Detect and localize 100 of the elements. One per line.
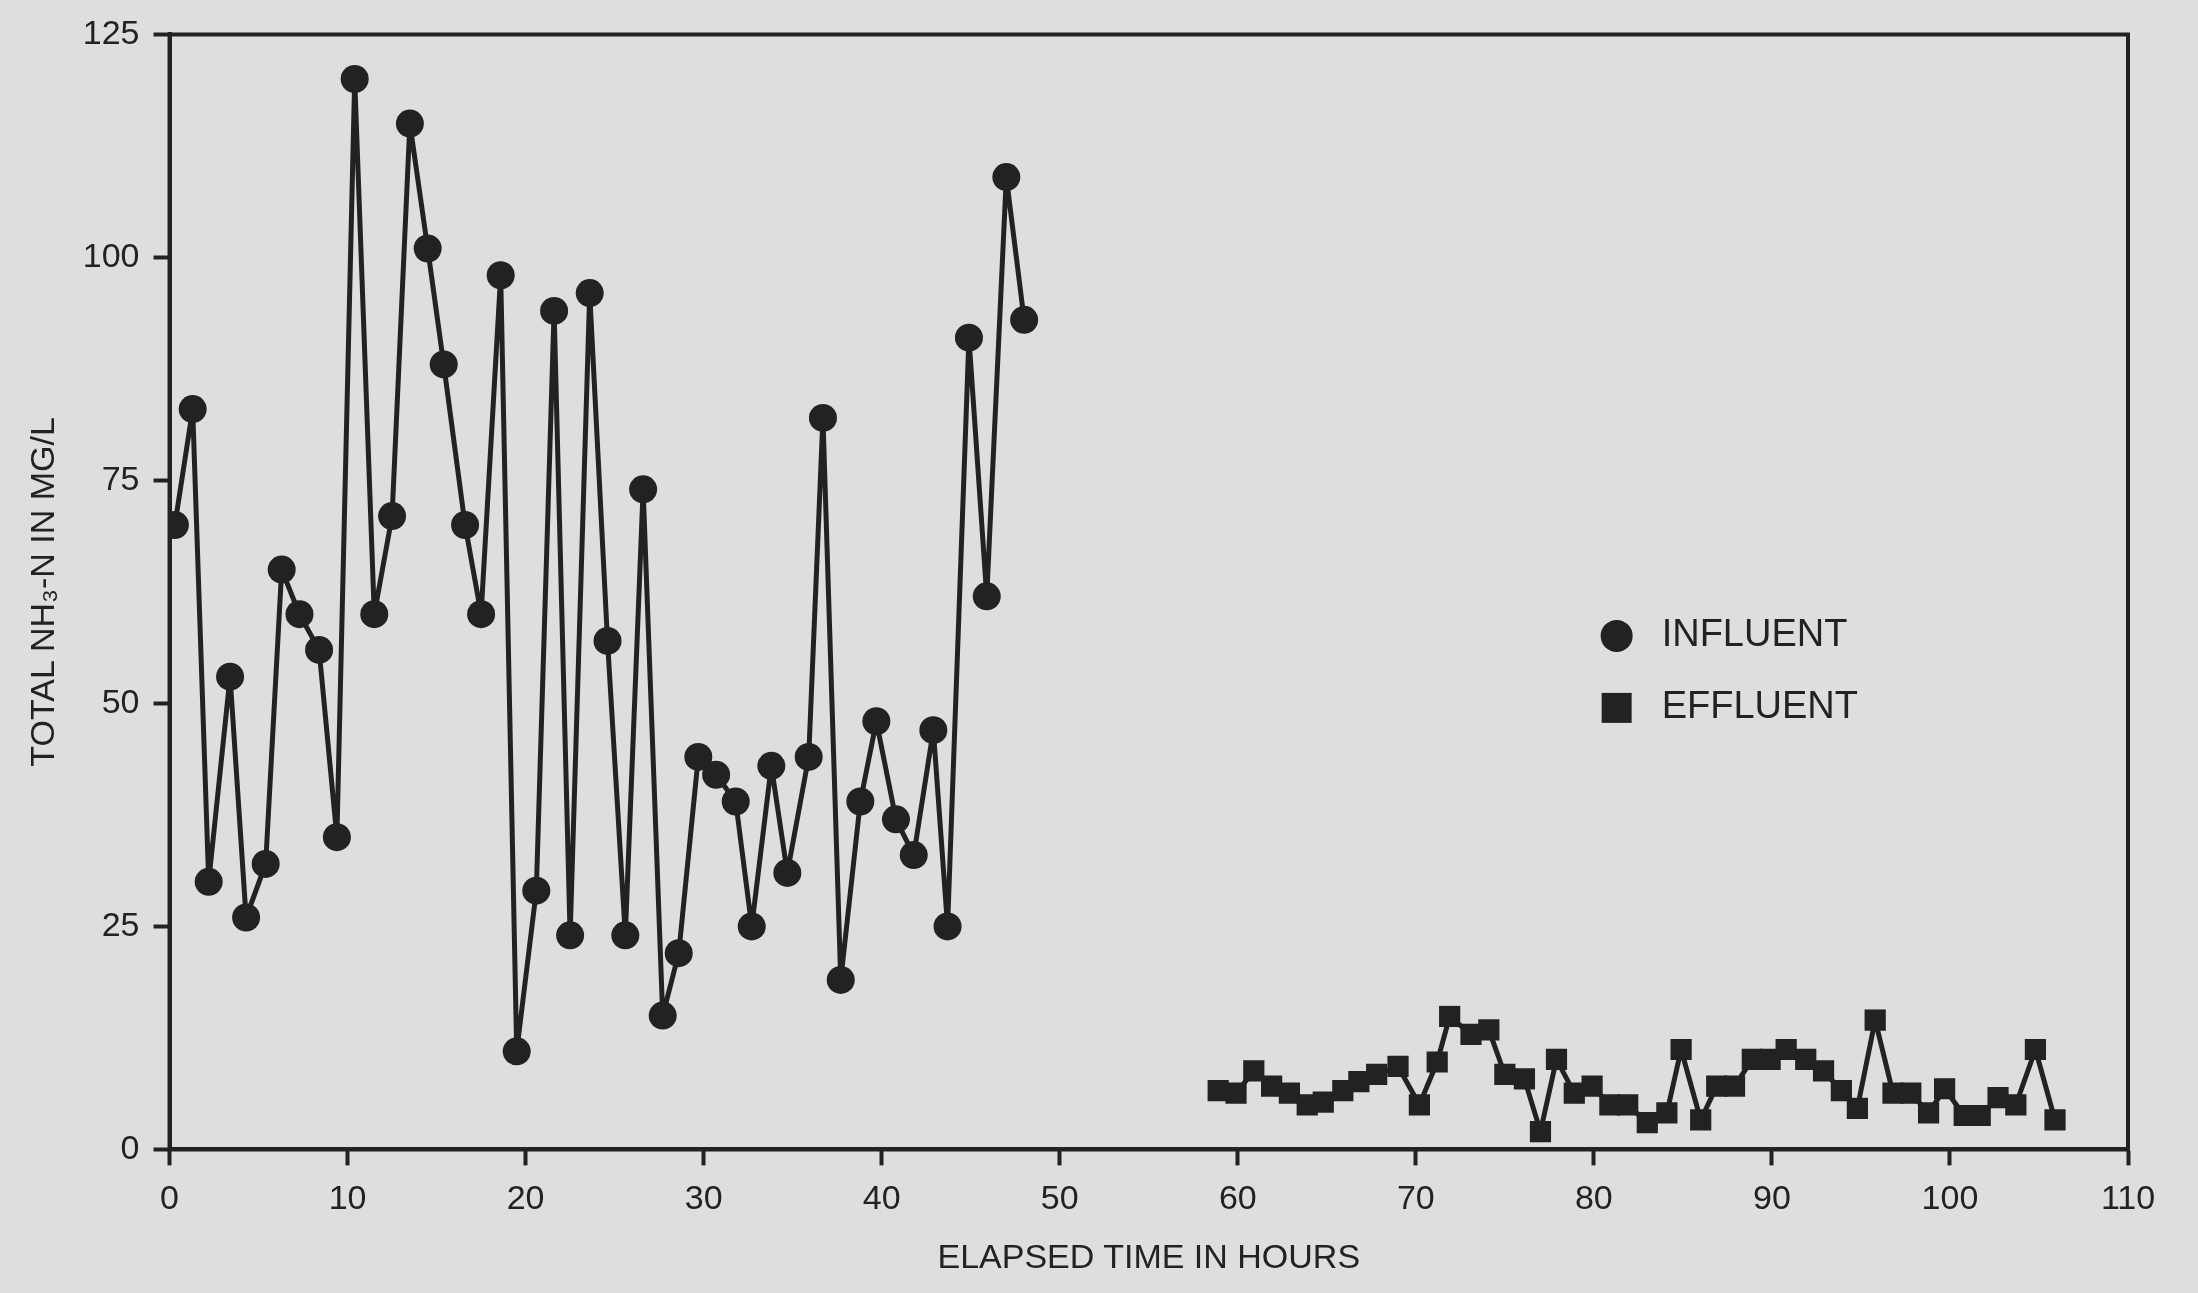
point — [522, 876, 551, 905]
legend-label: INFLUENT — [1661, 612, 1848, 655]
y-tick-label: 25 — [101, 904, 140, 943]
point — [2024, 1038, 2047, 1061]
point — [992, 163, 1021, 192]
point — [1010, 305, 1039, 334]
point — [972, 582, 1001, 611]
point — [1494, 1063, 1516, 1086]
point — [899, 841, 928, 870]
legend-label: EFFLUENT — [1661, 684, 1859, 727]
point — [340, 65, 369, 93]
point — [794, 742, 823, 771]
point — [1846, 1097, 1868, 1119]
point — [1900, 1082, 1922, 1104]
point — [1934, 1078, 1956, 1100]
point — [360, 600, 389, 629]
point — [1312, 1091, 1334, 1113]
point — [556, 921, 585, 950]
point — [1795, 1048, 1817, 1070]
x-tick-label: 10 — [328, 1178, 367, 1217]
x-tick-label: 20 — [506, 1178, 545, 1217]
point — [575, 279, 604, 308]
point — [1830, 1079, 1852, 1102]
x-tick-label: 110 — [2100, 1178, 2156, 1217]
point — [721, 787, 750, 816]
point — [1426, 1051, 1448, 1073]
point — [178, 395, 207, 424]
point — [1478, 1019, 1500, 1041]
point — [1864, 1009, 1886, 1031]
point — [1439, 1005, 1461, 1028]
x-tick-label: 50 — [1040, 1178, 1079, 1217]
point — [648, 1001, 677, 1030]
point — [1243, 1060, 1265, 1082]
point — [1529, 1120, 1552, 1143]
point — [1581, 1075, 1603, 1097]
point — [846, 787, 875, 816]
point — [1656, 1102, 1678, 1124]
point — [2005, 1094, 2027, 1116]
point — [378, 502, 407, 531]
x-axis-title: ELAPSED TIME IN HOURS — [937, 1236, 1361, 1275]
point — [1387, 1055, 1409, 1078]
point — [611, 921, 640, 950]
point — [1278, 1082, 1301, 1104]
point — [251, 849, 280, 878]
y-tick-label: 125 — [82, 12, 140, 51]
x-tick-label: 90 — [1753, 1178, 1791, 1217]
point — [395, 109, 424, 138]
point — [1775, 1038, 1797, 1061]
y-tick-label: 0 — [120, 1127, 140, 1166]
x-tick-label: 100 — [1921, 1178, 1979, 1217]
point — [808, 403, 837, 432]
point — [684, 742, 713, 771]
point — [267, 555, 296, 584]
point — [1261, 1075, 1283, 1097]
point — [1917, 1102, 1940, 1124]
point — [1723, 1075, 1746, 1097]
point — [629, 475, 658, 504]
point — [773, 858, 802, 887]
x-tick-label: 60 — [1218, 1178, 1257, 1217]
point — [232, 903, 261, 932]
point — [1636, 1112, 1658, 1134]
point — [1690, 1109, 1712, 1131]
x-tick-label: 30 — [684, 1178, 723, 1217]
point — [954, 323, 983, 352]
point — [702, 760, 731, 789]
point — [216, 662, 245, 691]
point — [1812, 1060, 1835, 1082]
point — [2044, 1109, 2066, 1131]
x-tick-label: 40 — [862, 1178, 901, 1217]
x-tick-label: 80 — [1574, 1178, 1613, 1217]
point — [467, 600, 496, 629]
point — [322, 823, 351, 852]
y-tick-label: 50 — [101, 681, 140, 720]
point — [826, 965, 855, 994]
point — [285, 600, 314, 629]
y-tick-label: 100 — [82, 235, 140, 274]
point — [737, 912, 766, 941]
x-tick-label: 70 — [1396, 1178, 1435, 1217]
point — [540, 296, 569, 325]
point — [664, 939, 693, 968]
point — [451, 511, 480, 539]
point — [881, 805, 910, 834]
point — [593, 626, 622, 655]
point — [413, 234, 442, 263]
point — [1366, 1063, 1388, 1086]
point — [194, 867, 223, 896]
point — [1225, 1082, 1247, 1104]
y-tick-label: 75 — [101, 458, 140, 497]
point — [933, 912, 962, 941]
point — [1617, 1094, 1639, 1116]
point — [305, 635, 334, 664]
point — [1408, 1094, 1430, 1116]
point — [502, 1037, 531, 1066]
point — [862, 707, 891, 736]
point — [429, 350, 458, 379]
x-tick-label: 0 — [160, 1178, 179, 1217]
point — [486, 261, 515, 290]
point — [1513, 1068, 1536, 1090]
y-axis-title: TOTAL NH₃-N IN MG/L — [22, 417, 61, 767]
point — [757, 751, 786, 780]
